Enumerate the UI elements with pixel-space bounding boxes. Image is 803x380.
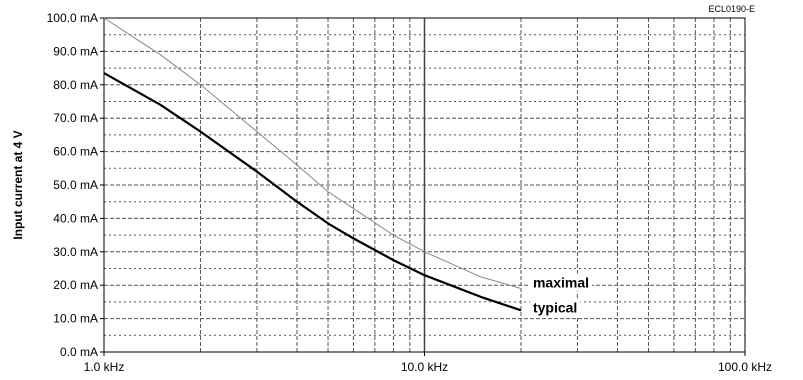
y-tick-label: 80.0 mA xyxy=(53,78,98,92)
y-tick-label: 30.0 mA xyxy=(53,245,98,259)
x-tick-label: 10.0 kHz xyxy=(401,360,448,374)
series-label-background xyxy=(529,273,593,292)
y-tick-label: 60.0 mA xyxy=(53,145,98,159)
series-label-typical: typical xyxy=(533,299,577,315)
x-tick-label: 1.0 kHz xyxy=(84,360,125,374)
figure-code: ECL0190-E xyxy=(708,4,755,14)
y-axis-label: Input current at 4 V xyxy=(11,130,25,239)
y-tick-label: 50.0 mA xyxy=(53,178,98,192)
series-label-background xyxy=(529,298,581,317)
y-tick-label: 20.0 mA xyxy=(53,278,98,292)
series-lines xyxy=(103,17,522,312)
y-tick-label: 90.0 mA xyxy=(53,44,98,58)
y-tick-label: 70.0 mA xyxy=(53,111,98,125)
y-tick-label: 10.0 mA xyxy=(53,312,98,326)
series-line-typical xyxy=(103,72,522,312)
y-tick-label: 40.0 mA xyxy=(53,211,98,225)
series-label-maximal: maximal xyxy=(533,275,589,291)
grid xyxy=(104,18,745,352)
x-tick-label: 100.0 kHz xyxy=(718,360,772,374)
series-line-maximal xyxy=(103,17,522,289)
series-labels: maximal typical xyxy=(529,273,593,317)
y-tick-label: 0.0 mA xyxy=(60,345,98,359)
axes xyxy=(100,17,746,356)
y-tick-label: 100.0 mA xyxy=(47,11,98,25)
tick-labels: 0.0 mA 10.0 mA 20.0 mA 30.0 mA 40.0 mA 50.0 m… xyxy=(47,11,772,374)
